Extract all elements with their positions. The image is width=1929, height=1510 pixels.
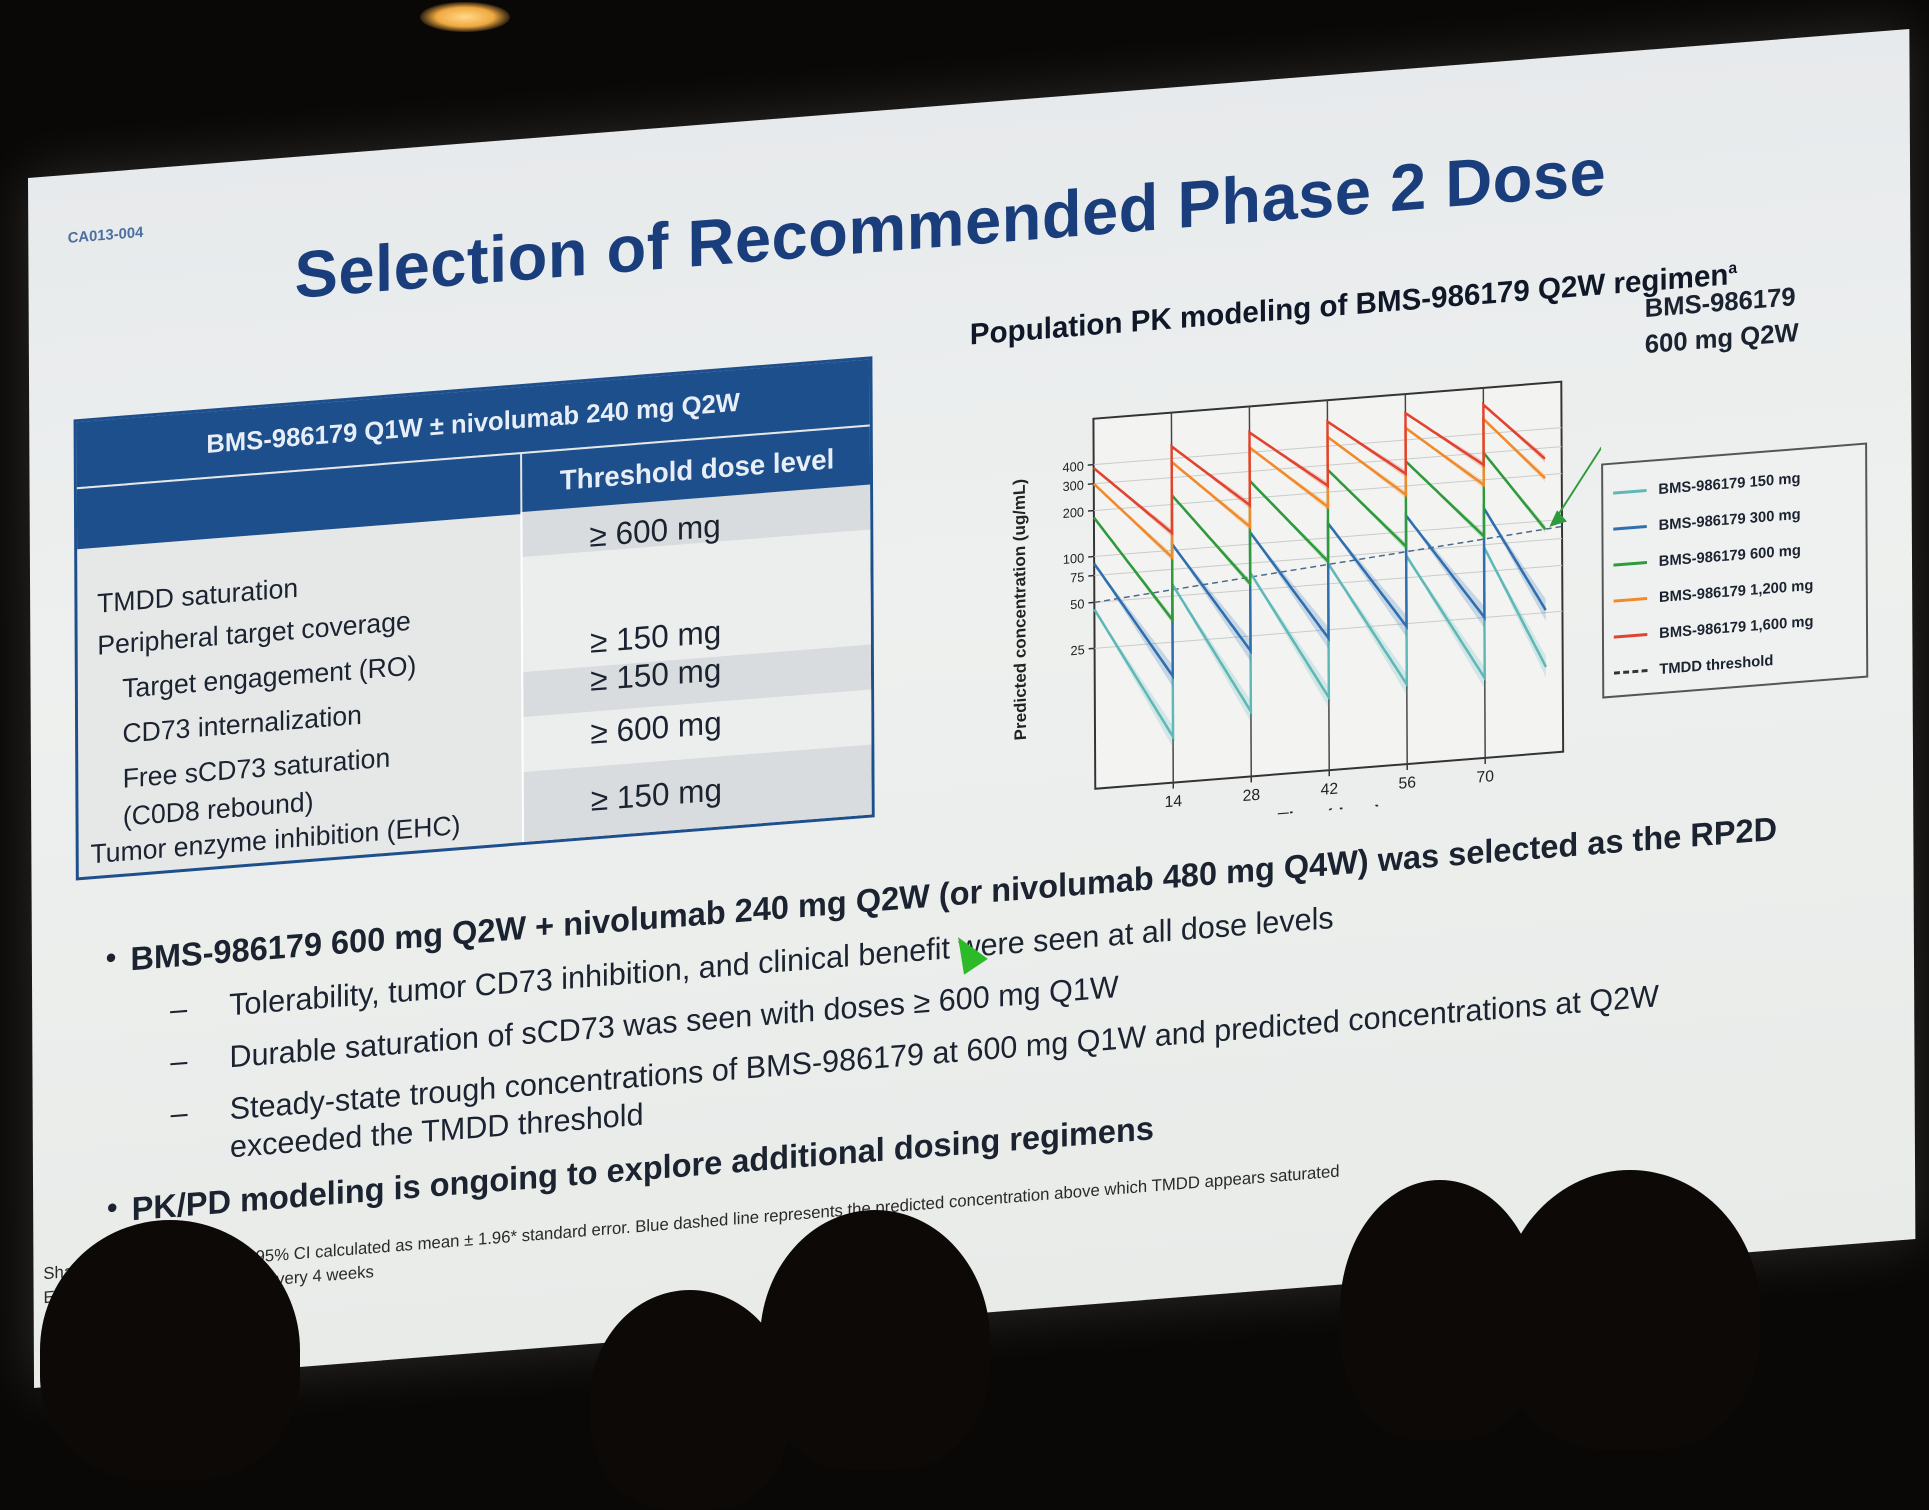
dose-table: BMS-986179 Q1W ± nivolumab 240 mg Q2W Th…	[74, 356, 875, 880]
chart-annotation: BMS-986179 600 mg Q2W	[1645, 278, 1799, 362]
legend-swatch-dashed	[1614, 669, 1648, 675]
dash-mark: –	[170, 991, 187, 1028]
row-label: CD73 internalization	[122, 700, 362, 750]
legend-label: TMDD threshold	[1659, 652, 1773, 678]
audience-head	[1500, 1170, 1760, 1450]
legend-label: BMS-986179 300 mg	[1659, 505, 1801, 533]
dash-mark: –	[171, 1095, 188, 1132]
legend-swatch	[1614, 597, 1648, 603]
y-tick-label: 25	[1070, 642, 1084, 658]
ceiling-light	[420, 2, 510, 32]
y-tick-label: 300	[1063, 477, 1084, 494]
legend-label: BMS-986179 600 mg	[1659, 541, 1801, 569]
chart-legend: BMS-986179 150 mg BMS-986179 300 mg BMS-…	[1601, 443, 1868, 699]
legend-swatch	[1613, 489, 1647, 495]
pk-chart: 25 50 75 100 200 300 400 14 28 42 56 70 Time (days) P…	[970, 309, 1603, 839]
audience-head	[40, 1220, 300, 1480]
row-label: Free sCD73 saturation	[123, 743, 391, 795]
y-axis-label: Predicted concentration (ug/mL)	[1010, 478, 1030, 741]
x-tick-label: 28	[1243, 787, 1261, 806]
dash-mark: –	[170, 1043, 187, 1080]
legend-label: BMS-986179 150 mg	[1658, 469, 1800, 497]
pk-chart-svg: 25 50 75 100 200 300 400 14 28 42 56 70 Time (days) P…	[970, 309, 1603, 839]
legend-swatch	[1613, 561, 1647, 567]
row-label: TMDD saturation	[97, 573, 298, 620]
legend-label: BMS-986179 1,600 mg	[1659, 612, 1813, 641]
y-tick-label: 75	[1070, 569, 1084, 585]
legend-swatch	[1614, 633, 1648, 639]
study-code: CA013-004	[68, 224, 144, 247]
x-tick-label: 56	[1398, 774, 1416, 793]
legend-label: BMS-986179 1,200 mg	[1659, 576, 1813, 605]
y-tick-label: 100	[1063, 550, 1084, 567]
legend-swatch	[1613, 525, 1647, 531]
audience-silhouettes	[0, 1170, 1929, 1447]
y-tick-label: 200	[1063, 504, 1084, 521]
x-tick-label: 42	[1321, 780, 1339, 799]
x-tick-label: 70	[1476, 768, 1494, 787]
bullet-dot: •	[106, 941, 117, 976]
chart-title-footnote-mark: a	[1728, 260, 1737, 278]
y-tick-label: 400	[1062, 458, 1083, 475]
row-label: Target engagement (RO)	[122, 650, 416, 704]
audience-head	[760, 1210, 990, 1470]
y-tick-label: 50	[1070, 596, 1084, 612]
x-axis-label: Time (days)	[1278, 802, 1382, 831]
x-tick-label: 14	[1165, 793, 1183, 812]
